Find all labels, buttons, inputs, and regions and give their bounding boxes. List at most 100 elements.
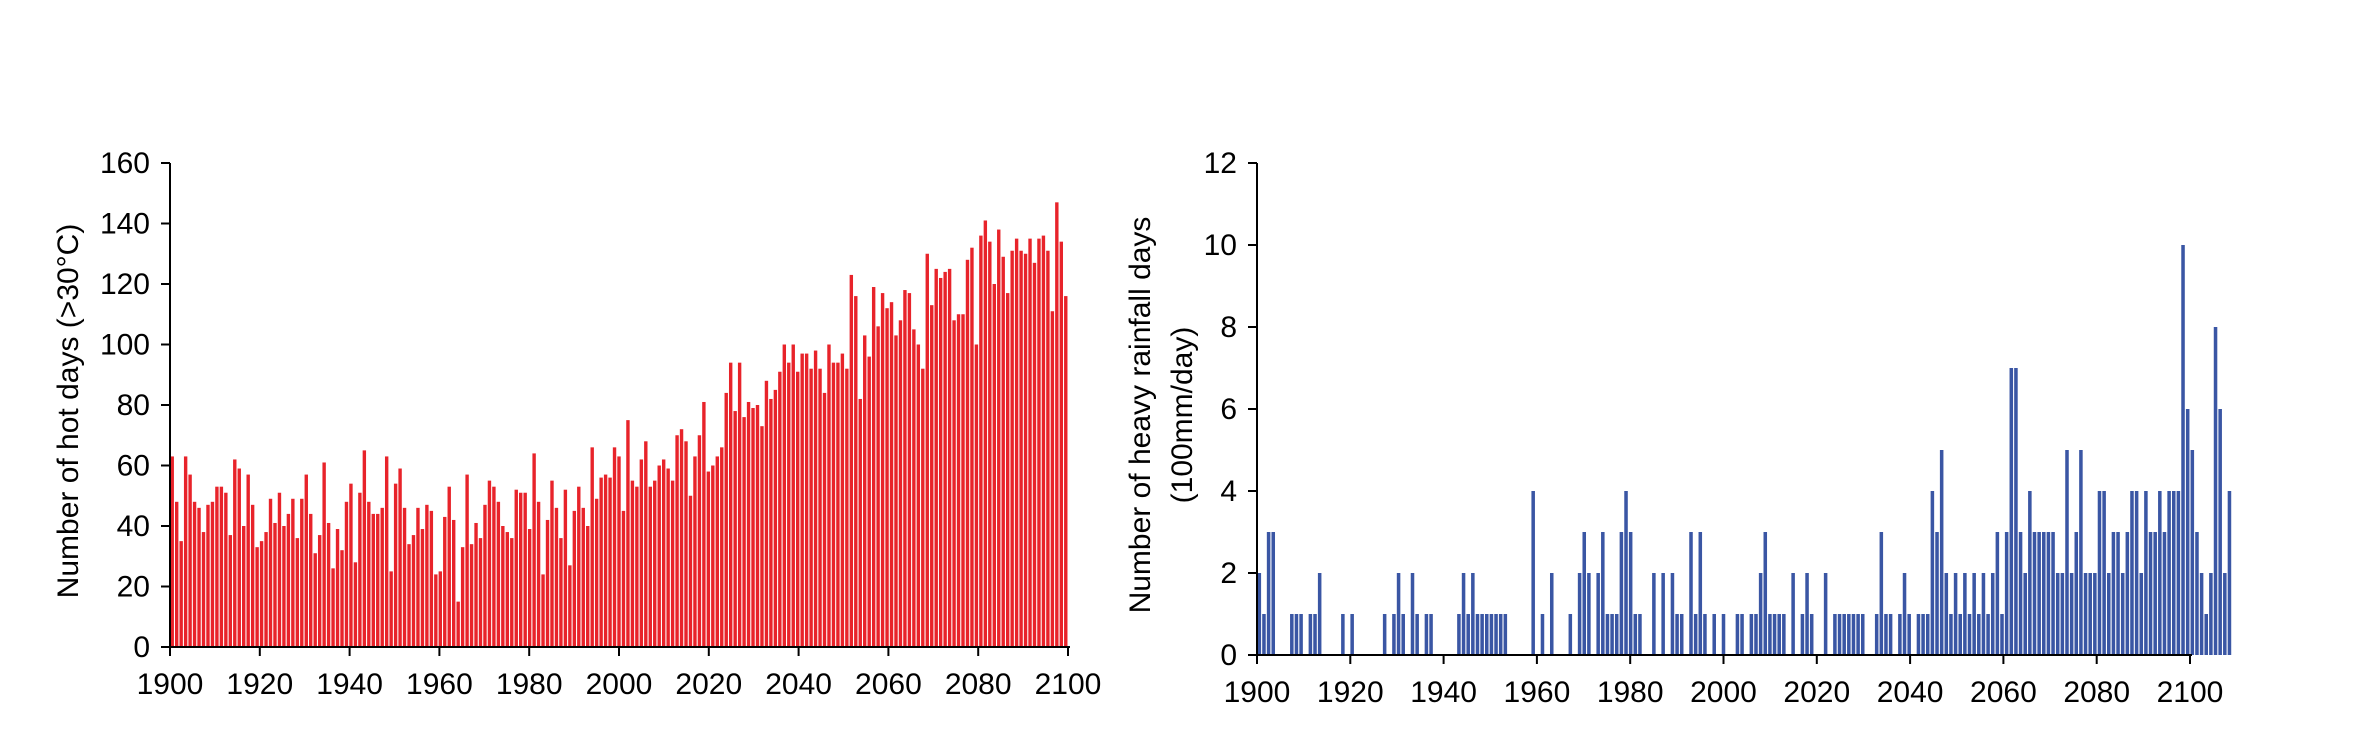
bar-2058 — [876, 326, 880, 647]
bar-1954 — [411, 535, 416, 647]
bar-2045 — [1930, 491, 1935, 655]
y-tick-label: 6 — [1220, 393, 1237, 426]
bar-2103 — [2199, 573, 2204, 655]
bar-2038 — [787, 362, 791, 647]
bar-2095 — [1041, 235, 1046, 647]
x-tick-label: 2000 — [586, 668, 653, 701]
bar-2067 — [2032, 532, 2037, 655]
bar-1901 — [1262, 614, 1266, 655]
y-axis-label-unit: (100mm/day) — [1166, 327, 1199, 504]
bar-1996 — [1703, 614, 1707, 655]
bar-1970 — [1582, 532, 1587, 655]
y-axis-label: Number of hot days (>30°C) — [52, 224, 85, 599]
bar-2039 — [1902, 573, 1907, 655]
x-tick-label: 2040 — [1877, 676, 1944, 709]
bar-1938 — [340, 550, 344, 647]
bar-1935 — [326, 522, 331, 647]
bar-2045 — [818, 368, 822, 647]
bar-2084 — [2111, 532, 2116, 655]
bar-2071 — [934, 268, 938, 648]
bar-1961 — [1540, 614, 1545, 655]
bar-1967 — [1568, 614, 1573, 655]
bar-2070 — [2046, 532, 2051, 655]
bar-2073 — [2060, 573, 2065, 655]
bar-2048 — [1944, 573, 1949, 655]
bar-2024 — [1833, 614, 1837, 655]
bar-1903 — [183, 456, 188, 647]
bar-1969 — [478, 538, 483, 647]
bar-2054 — [858, 398, 862, 647]
bar-1929 — [1392, 614, 1396, 655]
bar-2041 — [800, 353, 804, 647]
bar-1931 — [309, 513, 313, 647]
bar-1997 — [603, 474, 608, 647]
bar-2019 — [702, 401, 706, 647]
bar-1934 — [322, 462, 326, 647]
bar-1909 — [210, 501, 215, 647]
bar-2061 — [2004, 532, 2009, 655]
y-tick-label: 10 — [1204, 229, 1237, 262]
bar-1913 — [228, 535, 233, 647]
bar-2051 — [845, 368, 849, 647]
bar-2081 — [2097, 491, 2102, 655]
bar-2094 — [1037, 238, 1041, 648]
bar-1904 — [188, 474, 192, 647]
bar-1993 — [1689, 532, 1693, 655]
bar-1976 — [1610, 614, 1614, 655]
bar-2037 — [782, 344, 787, 647]
bar-2011 — [666, 468, 670, 647]
x-tick-label: 2020 — [675, 668, 742, 701]
bar-1939 — [344, 501, 349, 647]
bar-2034 — [769, 398, 773, 647]
bar-2057 — [871, 287, 876, 647]
bar-2003 — [1735, 614, 1740, 655]
y-tick-label: 120 — [100, 268, 150, 301]
bar-2089 — [2134, 491, 2139, 655]
bar-2058 — [1990, 573, 1995, 655]
bar-2085 — [2116, 532, 2120, 655]
heavy-rainfall-chart: 1900 1920 1940 1960 1980 2000 2020 2040 2060 2080… — [1124, 147, 2232, 709]
bar-1987 — [1661, 573, 1665, 655]
bar-2092 — [1028, 238, 1032, 648]
bar-1906 — [197, 507, 201, 647]
bar-2001 — [621, 510, 626, 648]
x-tick-label: 2060 — [855, 668, 922, 701]
y-tick-label: 160 — [100, 147, 150, 180]
bar-2083 — [988, 241, 992, 647]
bar-1970 — [483, 504, 487, 647]
bar-2007 — [1754, 614, 1758, 655]
bar-2034 — [1879, 532, 1884, 655]
bar-2090 — [1019, 250, 1023, 648]
bar-2039 — [791, 344, 795, 647]
bar-2014 — [679, 429, 684, 647]
bar-1984 — [545, 519, 550, 647]
bar-1966 — [465, 474, 469, 647]
bar-1960 — [438, 571, 442, 648]
bar-2011 — [1772, 614, 1777, 655]
x-tick-label: 2100 — [1035, 668, 1102, 701]
x-tick-label: 1940 — [316, 668, 383, 701]
bar-2006 — [1749, 614, 1754, 655]
bar-1990 — [1675, 614, 1679, 655]
bar-2055 — [1977, 614, 1981, 655]
bar-1908 — [206, 504, 210, 647]
bar-1900 — [1257, 573, 1262, 655]
bar-2025 — [1837, 614, 1842, 655]
bar-2074 — [947, 268, 952, 648]
bar-2052 — [1963, 573, 1967, 655]
x-tick-label: 2060 — [1970, 676, 2037, 709]
bar-1959 — [1531, 491, 1535, 655]
bar-1956 — [420, 529, 425, 647]
bar-2054 — [1972, 573, 1976, 655]
bar-1977 — [514, 489, 518, 647]
bar-2102 — [2195, 532, 2199, 655]
bar-1908 — [1294, 614, 1299, 655]
bar-2108 — [2223, 573, 2227, 655]
bar-2095 — [2162, 532, 2167, 655]
bar-2036 — [1888, 614, 1893, 655]
y-tick-label: 100 — [100, 329, 150, 362]
bar-1963 — [1549, 573, 1554, 655]
bar-2082 — [983, 220, 988, 648]
bar-1930 — [1396, 573, 1401, 655]
bar-2064 — [903, 290, 907, 647]
